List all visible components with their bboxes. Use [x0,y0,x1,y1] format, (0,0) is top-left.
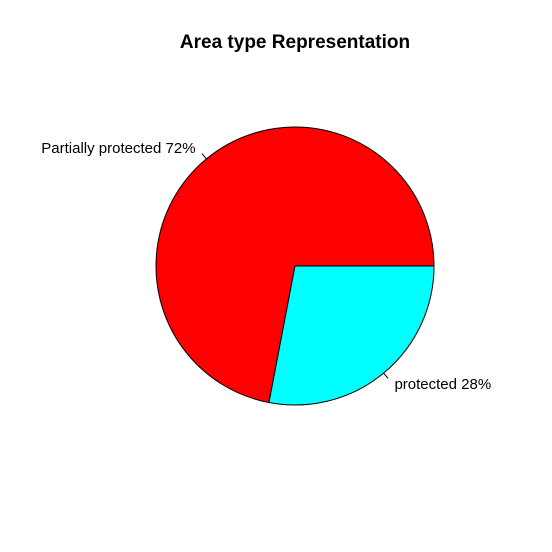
pie-label-1: protected 28% [394,376,491,393]
pie-labels: Partially protected 72% protected 28% [41,140,491,393]
pie-slice-1 [268,265,435,406]
pie-slice-0 [155,126,435,404]
chart-title: Area type Representation [180,32,410,53]
pie-slices [155,126,435,406]
pie-label-0: Partially protected 72% [41,140,195,157]
pie-label-tick-1 [383,372,389,379]
pie-label-tick-0 [201,153,207,160]
